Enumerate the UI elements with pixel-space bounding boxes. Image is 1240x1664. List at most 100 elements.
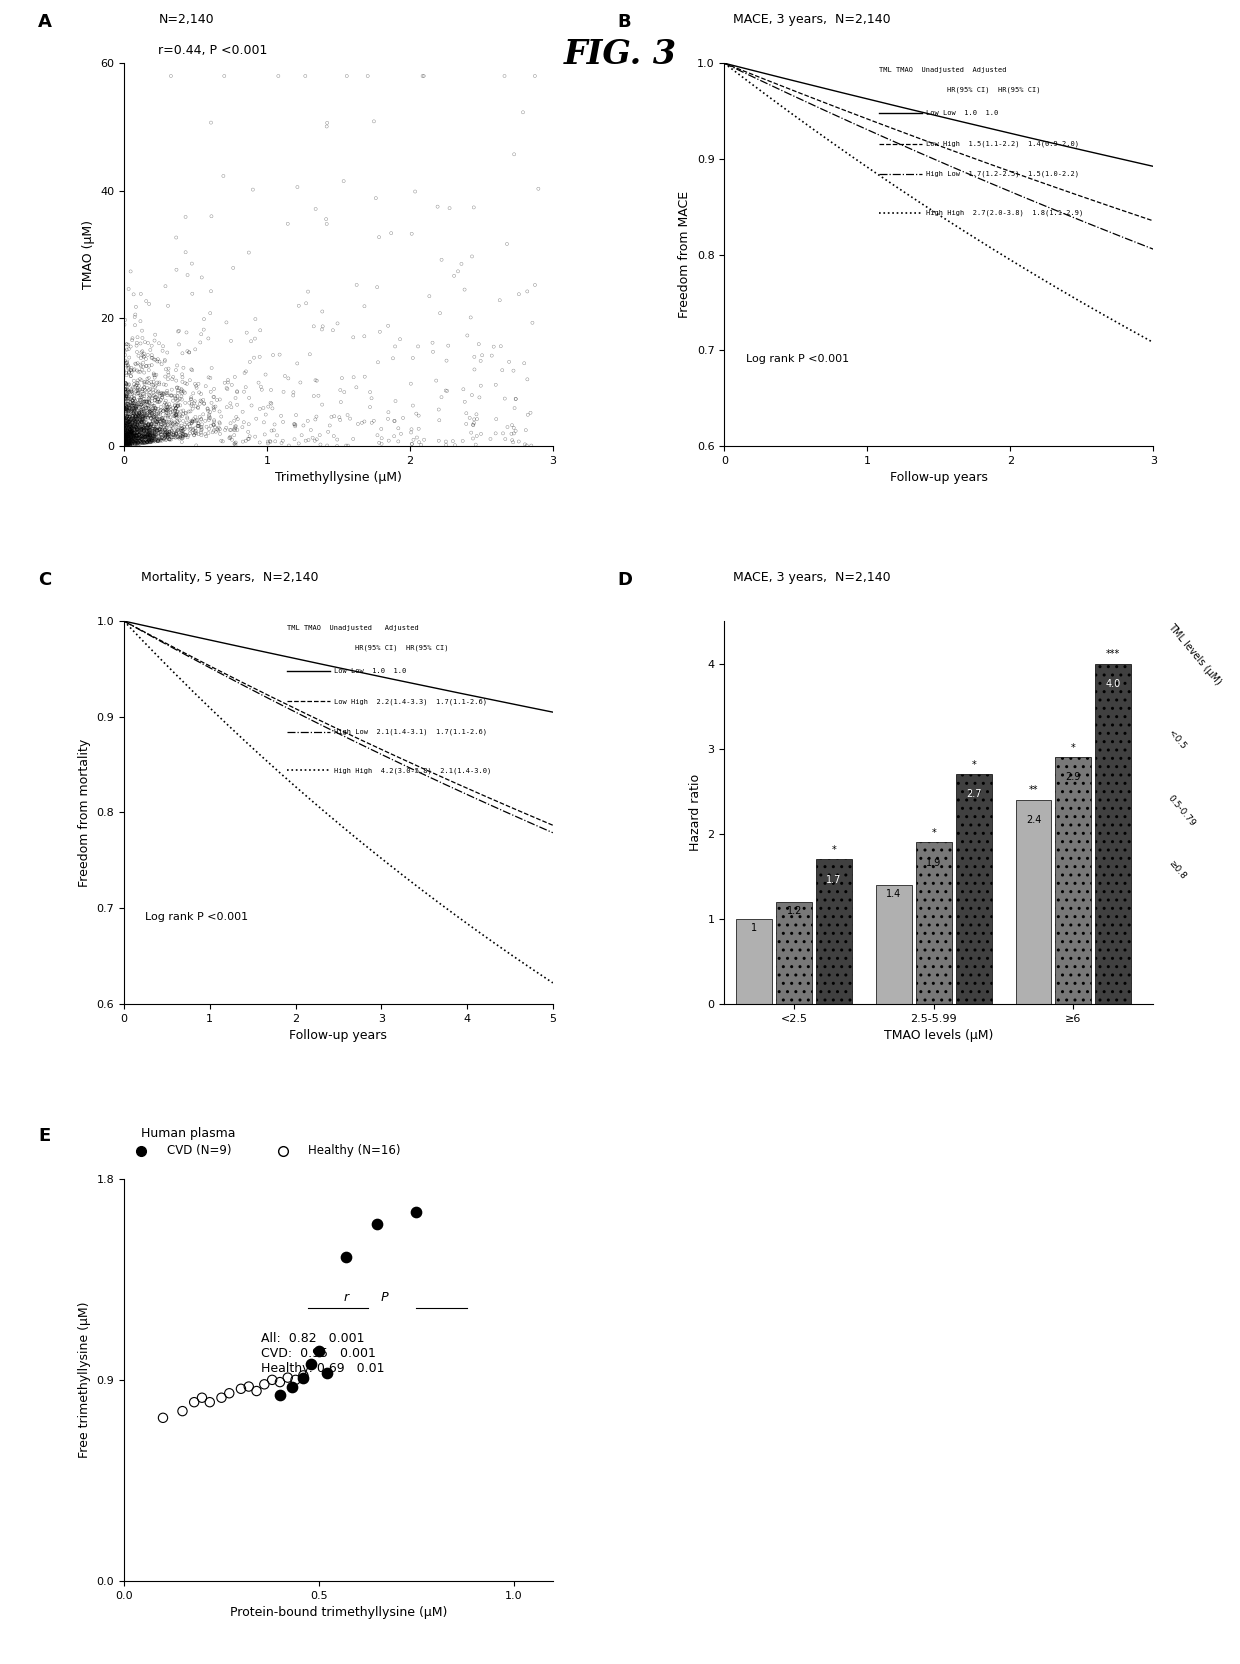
Point: [196, 423, 216, 449]
Point: [185, 408, 205, 434]
Point: [448, 258, 467, 285]
Point: [122, 424, 141, 451]
Point: [157, 418, 177, 444]
Point: [131, 413, 151, 439]
Point: [124, 356, 144, 383]
Point: [198, 404, 218, 431]
Point: [126, 414, 146, 441]
Point: [164, 419, 184, 446]
Point: [135, 423, 155, 449]
Point: [117, 371, 136, 398]
Text: Human plasma: Human plasma: [141, 1127, 236, 1140]
Point: [119, 423, 139, 449]
Point: [188, 409, 208, 436]
Point: [175, 414, 195, 441]
Point: [185, 1389, 205, 1416]
Point: [128, 416, 148, 443]
Point: [129, 421, 149, 448]
Point: [118, 426, 138, 453]
Point: [506, 386, 526, 413]
Point: [131, 398, 151, 424]
Point: [366, 185, 386, 211]
Point: [118, 424, 138, 451]
Point: [150, 424, 170, 451]
Point: [167, 393, 187, 419]
Point: [117, 428, 136, 454]
Point: [144, 413, 164, 439]
Point: [119, 414, 139, 441]
Point: [122, 358, 141, 384]
Point: [119, 428, 139, 454]
Point: [219, 1379, 239, 1406]
Point: [125, 416, 145, 443]
Point: [141, 413, 161, 439]
Point: [335, 379, 355, 406]
Point: [188, 371, 208, 398]
Point: [236, 358, 255, 384]
Point: [238, 426, 258, 453]
Point: [383, 344, 403, 371]
Point: [144, 393, 164, 419]
Point: [129, 394, 149, 421]
Point: [140, 383, 160, 409]
Point: [153, 333, 172, 359]
Point: [133, 416, 153, 443]
Point: [169, 393, 188, 419]
Point: [169, 379, 188, 406]
Point: [118, 378, 138, 404]
Point: [117, 423, 136, 449]
Point: [115, 369, 135, 396]
Point: [165, 398, 185, 424]
Point: [115, 423, 135, 449]
Point: [119, 419, 139, 446]
Point: [135, 388, 155, 414]
Point: [118, 373, 138, 399]
Point: [391, 421, 410, 448]
Point: [203, 393, 223, 419]
Point: [246, 423, 265, 449]
Point: [122, 409, 141, 436]
Point: [139, 418, 159, 444]
Point: [115, 423, 135, 449]
Point: [141, 426, 161, 453]
Point: [232, 414, 252, 441]
Point: [521, 433, 541, 459]
Point: [133, 403, 153, 429]
Point: [122, 356, 141, 383]
Point: [423, 329, 443, 356]
Point: [155, 396, 175, 423]
Point: [322, 316, 342, 343]
Point: [119, 429, 139, 456]
Point: [138, 428, 157, 454]
Point: [123, 419, 143, 446]
Point: [140, 379, 160, 406]
Point: [119, 359, 139, 386]
Point: [203, 384, 223, 411]
Point: [125, 429, 145, 456]
Point: [124, 399, 144, 426]
Point: [144, 421, 164, 448]
Point: [122, 419, 141, 446]
Point: [115, 431, 135, 458]
Text: High High  4.2(3.0-5.8)  2.1(1.4-3.0): High High 4.2(3.0-5.8) 2.1(1.4-3.0): [334, 767, 491, 774]
Point: [133, 406, 153, 433]
Point: [120, 413, 140, 439]
Point: [117, 409, 136, 436]
Point: [171, 416, 191, 443]
Point: [125, 429, 145, 456]
Point: [131, 409, 151, 436]
Point: [123, 403, 143, 429]
Point: [270, 1369, 290, 1396]
Point: [122, 431, 141, 458]
Point: [119, 409, 139, 436]
Point: [115, 394, 135, 421]
Point: [490, 286, 510, 313]
Point: [165, 403, 185, 429]
Point: [117, 411, 136, 438]
Point: [265, 428, 285, 454]
Point: [117, 431, 136, 458]
Point: [172, 423, 192, 449]
Point: [153, 1404, 172, 1431]
Point: [125, 423, 145, 449]
Point: [118, 421, 138, 448]
